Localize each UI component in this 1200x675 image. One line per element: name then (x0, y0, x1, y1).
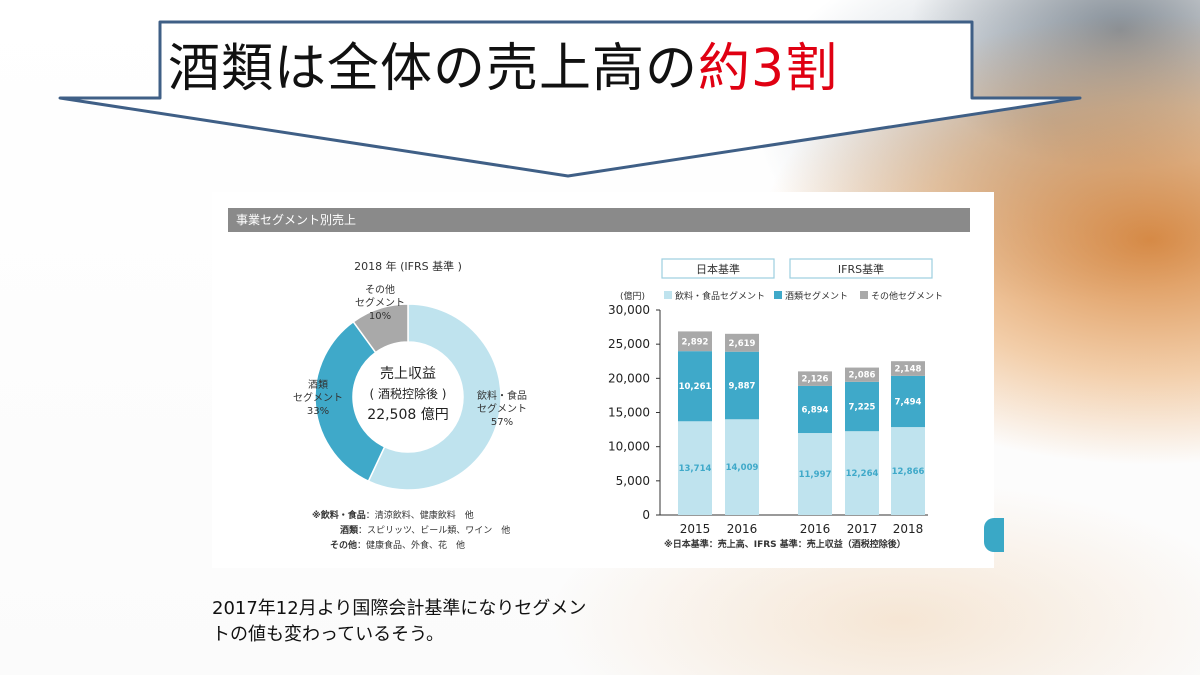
y-tick-label: 25,000 (608, 337, 650, 351)
segment-sales-panel: 事業セグメント別売上 2018 年 (IFRS 基準 ) 売上収益 ( 酒税控除… (212, 192, 994, 568)
bar-segment-beverage (891, 427, 925, 515)
donut-slice-beverage (367, 303, 502, 491)
x-tick-label: 2016 (727, 522, 758, 536)
bar-segment-other (798, 371, 832, 386)
title-main: 酒類は全体の売上高の (168, 39, 699, 99)
donut-title: 2018 年 (IFRS 基準 ) (354, 259, 462, 273)
legend-swatch-beverage (664, 291, 672, 299)
panel-header: 事業セグメント別売上 (228, 208, 970, 232)
slice-label-other-name1: その他 (365, 283, 395, 296)
group-header-ifrs-box (789, 258, 933, 279)
slice-label-alcohol-name2: セグメント (293, 391, 343, 404)
bar-segment-other (678, 331, 712, 352)
bar-segment-beverage (845, 431, 879, 515)
y-tick-label: 30,000 (608, 303, 650, 317)
note-other: その他：健康食品、外食、花 他 (330, 541, 466, 551)
slice-label-alcohol-name1: 酒類 (308, 379, 328, 391)
legend-label-beverage: 飲料・食品セグメント (675, 290, 765, 302)
group-header-jgaap-box (661, 258, 775, 279)
y-tick-label: 10,000 (608, 440, 650, 454)
bar-footnote: ※日本基準：売上高、IFRS 基準：売上収益（酒税控除後） (664, 538, 906, 550)
bar-segment-alcohol (891, 375, 925, 428)
decorative-tab (984, 518, 1004, 552)
caption-line-1: 2017年12月より国際会計基準になりセグメン (212, 598, 587, 619)
slice-label-beverage-name1: 飲料・食品 (477, 389, 527, 402)
bar-segment-beverage (798, 433, 832, 515)
slice-label-beverage-pct: 57% (491, 417, 513, 428)
y-unit-label: (億円) (620, 290, 645, 302)
bar-segment-alcohol (725, 351, 759, 420)
bar-value-label-other: 2,126 (802, 375, 829, 385)
segment-charts: 2018 年 (IFRS 基準 ) 売上収益 ( 酒税控除後 ) 22,508 … (293, 258, 943, 550)
title-accent: 約3割 (698, 39, 839, 99)
y-tick-label: 15,000 (608, 406, 650, 420)
bar-segment-alcohol (845, 381, 879, 432)
bar-value-label-beverage: 12,264 (846, 469, 879, 479)
donut-center-sublabel: ( 酒税控除後 ) (370, 386, 447, 401)
donut-slice-other (352, 303, 409, 354)
slice-label-other-name2: セグメント (355, 296, 405, 309)
bar-value-label-alcohol: 7,225 (849, 403, 876, 413)
slice-label-other-pct: 10% (369, 311, 391, 322)
stacked-bars: 13,714 10,261 2,892 2015 14,009 9,887 2,619 201… (678, 331, 925, 536)
x-tick-label: 2016 (800, 522, 831, 536)
x-tick-label: 2018 (893, 522, 924, 536)
group-header-jgaap: 日本基準 (696, 262, 740, 276)
caption-line-2: トの値も変わっているそう。 (212, 624, 445, 645)
bar-value-label-alcohol: 7,494 (895, 397, 922, 407)
bar-value-label-other: 2,148 (895, 365, 922, 375)
donut-slices (314, 303, 502, 491)
bar-segment-other (725, 333, 759, 352)
slide-title: 酒類は全体の売上高の約3割 (168, 34, 968, 104)
bar-segment-other (891, 361, 925, 376)
y-tick-label: 0 (642, 508, 650, 522)
donut-center-total: 22,508 億円 (367, 407, 448, 423)
y-tick-label: 5,000 (616, 474, 650, 488)
legend-label-other: その他セグメント (871, 290, 943, 302)
slice-label-beverage-name2: セグメント (477, 402, 527, 415)
bar-segment-beverage (678, 421, 712, 515)
bar-value-label-beverage: 12,866 (892, 467, 925, 477)
legend-swatch-other (860, 291, 868, 299)
bar-value-label-alcohol: 6,894 (802, 405, 829, 415)
bar-value-label-other: 2,619 (729, 339, 756, 349)
y-tick-label: 20,000 (608, 371, 650, 385)
bar-value-label-other: 2,892 (682, 337, 709, 347)
note-beverage: ※飲料・食品：清涼飲料、健康飲料 他 (312, 511, 474, 521)
arrow-shape (58, 20, 1082, 178)
slide-caption: 2017年12月より国際会計基準になりセグメン トの値も変わっているそう。 (212, 596, 732, 648)
donut-slice-alcohol (314, 320, 386, 483)
donut-center-label: 売上収益 (380, 366, 436, 382)
x-tick-label: 2017 (847, 522, 878, 536)
bar-segment-other (845, 367, 879, 382)
title-arrow-callout (58, 20, 1082, 178)
bar-segment-alcohol (798, 385, 832, 434)
slice-label-alcohol-pct: 33% (307, 406, 329, 417)
bar-segment-beverage (725, 419, 759, 515)
legend-label-alcohol: 酒類セグメント (785, 290, 848, 302)
bar-value-label-alcohol: 10,261 (679, 382, 712, 392)
bar-value-label-beverage: 13,714 (679, 464, 712, 474)
bar-segment-alcohol (678, 351, 712, 422)
bar-value-label-beverage: 14,009 (726, 463, 759, 473)
bar-value-label-other: 2,086 (849, 371, 876, 381)
legend-swatch-alcohol (774, 291, 782, 299)
x-tick-label: 2015 (680, 522, 711, 536)
bar-value-label-beverage: 11,997 (799, 470, 832, 480)
bar-value-label-alcohol: 9,887 (729, 381, 756, 391)
y-ticks: 0 5,000 10,000 15,000 20,000 25,000 30,000 (608, 303, 660, 522)
note-alcohol: 酒類：スピリッツ、ビール類、ワイン 他 (340, 526, 511, 536)
group-header-ifrs: IFRS基準 (838, 262, 884, 276)
